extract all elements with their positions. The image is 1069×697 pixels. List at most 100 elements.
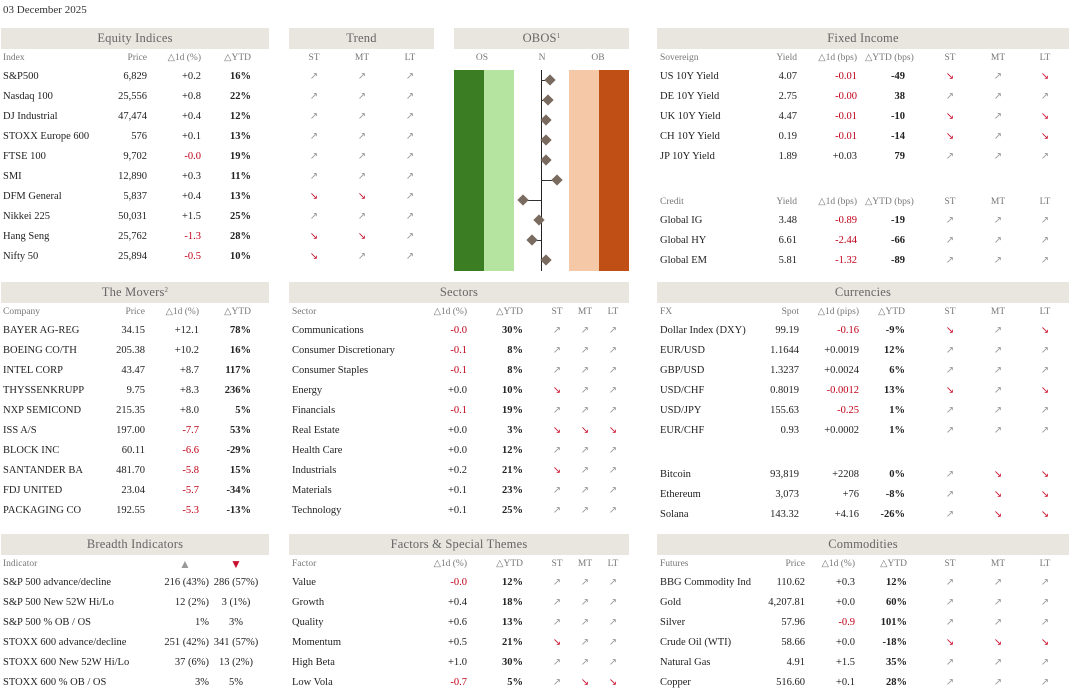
arrow-down-right-icon: ↘ bbox=[552, 465, 562, 476]
sovereign-row: CH 10Y Yield 0.19 -0.01 -14 ↘ ↗ ↘ bbox=[657, 127, 1069, 147]
arrow-down-right-icon: ↘ bbox=[1040, 385, 1050, 396]
movers-col-1: Price bbox=[125, 307, 145, 317]
fx-cell-0: Dollar Index (DXY) bbox=[660, 325, 746, 336]
commodity-col-4: ST bbox=[944, 559, 956, 569]
arrow-up-right-icon: ↗ bbox=[945, 489, 955, 500]
breadth-row: STOXX 600 % OB / OS 3% 5% bbox=[1, 673, 269, 693]
arrow-up-right-icon: ↗ bbox=[608, 405, 618, 416]
equity-cell-3: 11% bbox=[230, 171, 251, 182]
commodities-panel: Commodities Futures Price △1d (%) △YTD ST MT L… bbox=[657, 534, 1069, 697]
equity-cell-3: 13% bbox=[230, 131, 251, 142]
movers-cell-3: 16% bbox=[230, 345, 251, 356]
movers-cell-2: -5.3 bbox=[182, 505, 199, 516]
movers-cell-1: 60.11 bbox=[121, 445, 145, 456]
obos-whisker bbox=[541, 180, 558, 181]
fx-row: EUR/USD 1.1644 +0.0019 12% ↗ ↗ ↗ bbox=[657, 341, 1069, 361]
arrow-up-right-icon: ↗ bbox=[1040, 617, 1050, 628]
crypto-cell-0: Bitcoin bbox=[660, 469, 691, 480]
arrow-down-right-icon: ↘ bbox=[357, 191, 367, 202]
sovereign-col-5: MT bbox=[990, 53, 1006, 63]
sector-row: Materials +0.1 23% ↗ ↗ ↗ bbox=[289, 481, 629, 501]
arrow-up-right-icon: ↗ bbox=[993, 345, 1003, 356]
arrow-up-right-icon: ↗ bbox=[405, 131, 415, 142]
obos-label-0: OS bbox=[475, 53, 489, 63]
equity-cell-3: 22% bbox=[230, 91, 251, 102]
factor-cell-2: 13% bbox=[502, 617, 523, 628]
arrow-up-right-icon: ↗ bbox=[405, 171, 415, 182]
equity-cell-2: -1.3 bbox=[184, 231, 201, 242]
fx-cell-3: -9% bbox=[885, 325, 905, 336]
arrow-up-right-icon: ↗ bbox=[993, 365, 1003, 376]
arrow-up-right-icon: ↗ bbox=[552, 345, 562, 356]
arrow-up-right-icon: ↗ bbox=[945, 235, 955, 246]
factor-col-2: △YTD bbox=[496, 559, 523, 569]
arrow-down-right-icon: ↘ bbox=[1040, 509, 1050, 520]
obos-label-1: N bbox=[538, 53, 546, 63]
equity-cell-2: +0.1 bbox=[181, 131, 201, 142]
movers-cell-3: 117% bbox=[225, 365, 251, 376]
commodity-row: BBG Commodity Ind 110.62 +0.3 12% ↗ ↗ ↗ bbox=[657, 573, 1069, 593]
obos-marker bbox=[517, 194, 529, 206]
arrow-up-right-icon: ↗ bbox=[608, 385, 618, 396]
credit-cell-2: -2.44 bbox=[835, 235, 857, 246]
arrow-up-right-icon: ↗ bbox=[580, 445, 590, 456]
sovereign-col-6: LT bbox=[1039, 53, 1051, 63]
factor-col-0: Factor bbox=[292, 559, 317, 569]
arrow-up-right-icon: ↗ bbox=[945, 151, 955, 162]
sector-cell-1: +0.2 bbox=[447, 465, 467, 476]
factor-row: Quality +0.6 13% ↗ ↗ ↗ bbox=[289, 613, 629, 633]
commodity-cell-3: -18% bbox=[882, 637, 908, 648]
factor-row: Low Vola -0.7 5% ↗ ↘ ↘ bbox=[289, 673, 629, 693]
movers-row: BOEING CO/TH 205.38 +10.2 16% bbox=[1, 341, 269, 361]
arrow-down-right-icon: ↘ bbox=[945, 385, 955, 396]
factor-cell-2: 21% bbox=[502, 637, 523, 648]
arrow-up-right-icon: ↗ bbox=[945, 657, 955, 668]
equity-cell-3: 19% bbox=[230, 151, 251, 162]
crypto-row: Solana 143.32 +4.16 -26% ↗ ↘ ↘ bbox=[657, 505, 1069, 525]
breadth-cell-1: 3% bbox=[195, 677, 209, 688]
breadth-cell-0: S&P 500 % OB / OS bbox=[3, 617, 92, 628]
fx-column-header: FX Spot △1d (pips) △YTD ST MT LT bbox=[657, 304, 1069, 320]
factor-row: High Beta +1.0 30% ↗ ↗ ↗ bbox=[289, 653, 629, 673]
arrow-up-right-icon: ↗ bbox=[357, 111, 367, 122]
obos-marker bbox=[540, 254, 553, 266]
fx-cell-1: 0.93 bbox=[780, 425, 799, 436]
movers-cell-3: -34% bbox=[226, 485, 252, 496]
factor-col-4: MT bbox=[577, 559, 593, 569]
commodity-cell-2: +0.0 bbox=[835, 597, 855, 608]
factors-header: Factors & Special Themes bbox=[289, 534, 629, 555]
arrow-up-right-icon: ↗ bbox=[552, 365, 562, 376]
sector-row: Real Estate +0.0 3% ↘ ↘ ↘ bbox=[289, 421, 629, 441]
equity-cell-3: 13% bbox=[230, 191, 251, 202]
commodity-cell-0: Natural Gas bbox=[660, 657, 711, 668]
sector-cell-0: Communications bbox=[292, 325, 364, 336]
credit-col-0: Credit bbox=[660, 197, 684, 207]
arrow-up-right-icon: ↗ bbox=[1040, 425, 1050, 436]
obos-neutral-axis bbox=[541, 70, 542, 271]
equity-column-header: Index Price △1d (%) △YTD bbox=[1, 50, 269, 66]
arrow-up-right-icon: ↗ bbox=[1040, 91, 1050, 102]
arrow-down-right-icon: ↘ bbox=[608, 425, 618, 436]
arrow-up-right-icon: ↗ bbox=[945, 597, 955, 608]
equity-cell-1: 12,890 bbox=[118, 171, 147, 182]
equity-row: S&P500 6,829 +0.2 16% bbox=[1, 67, 269, 87]
arrow-up-right-icon: ↗ bbox=[552, 445, 562, 456]
sectors-panel: Sectors Sector △1d (%) △YTD ST MT LT Communica… bbox=[289, 282, 629, 527]
arrow-up-right-icon: ↗ bbox=[405, 191, 415, 202]
sovereign-cell-3: -49 bbox=[891, 71, 905, 82]
factor-cell-0: Value bbox=[292, 577, 316, 588]
sector-cell-2: 30% bbox=[502, 325, 523, 336]
arrow-down-right-icon: ↘ bbox=[608, 677, 618, 688]
breadth-cell-0: STOXX 600 New 52W Hi/Lo bbox=[3, 657, 130, 668]
arrow-up-right-icon: ↗ bbox=[993, 255, 1003, 266]
breadth-header: Breadth Indicators bbox=[1, 534, 269, 555]
commodity-cell-0: Gold bbox=[660, 597, 681, 608]
movers-cell-1: 43.47 bbox=[121, 365, 145, 376]
arrow-up-right-icon: ↗ bbox=[309, 71, 319, 82]
advance-triangle-icon: ▲ bbox=[179, 557, 191, 571]
breadth-cell-1: 251 (42%) bbox=[164, 637, 209, 648]
obos-marker bbox=[540, 154, 553, 166]
arrow-up-right-icon: ↗ bbox=[580, 345, 590, 356]
arrow-up-right-icon: ↗ bbox=[993, 597, 1003, 608]
equity-cell-3: 12% bbox=[230, 111, 251, 122]
